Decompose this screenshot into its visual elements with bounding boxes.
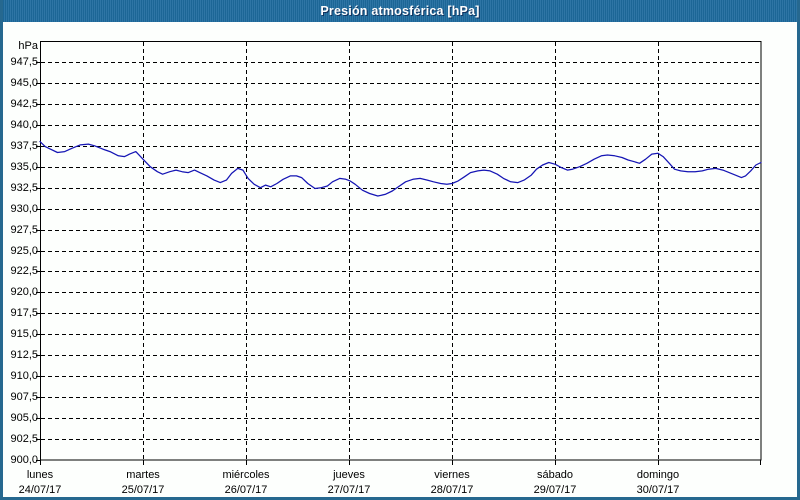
x-axis-day-label: jueves	[333, 469, 365, 481]
chart-title-bar: Presión atmosférica [hPa]	[3, 0, 797, 22]
y-axis-tick-label: 927,5	[10, 224, 38, 236]
y-axis-unit-label: hPa	[18, 40, 38, 52]
x-axis-day-label: sábado	[536, 469, 574, 481]
y-axis-tick-label: 930,0	[10, 203, 38, 215]
y-axis-tick-label: 935,0	[10, 161, 38, 173]
y-axis-tick-label: 902,5	[10, 433, 38, 445]
x-axis-date-label: 25/07/17	[121, 484, 165, 496]
pressure-line-chart	[36, 41, 762, 465]
x-axis-date-label: 26/07/17	[224, 484, 268, 496]
y-axis-tick-label: 922,5	[10, 265, 38, 277]
x-axis-date-label: 27/07/17	[327, 484, 371, 496]
chart-gridlines	[41, 42, 760, 459]
y-axis-tick-label: 917,5	[10, 307, 38, 319]
x-axis-date-label: 30/07/17	[636, 484, 680, 496]
y-axis-tick-label: 920,0	[10, 286, 38, 298]
y-axis-tick-label: 905,0	[10, 412, 38, 424]
y-axis-tick-label: 900,0	[10, 454, 38, 466]
x-axis-day-label: martes	[126, 469, 160, 481]
y-axis-tick-label: 940,0	[10, 119, 38, 131]
x-axis-date-label: 24/07/17	[18, 484, 62, 496]
y-axis-tick-label: 937,5	[10, 140, 38, 152]
y-axis-tick-label: 942,5	[10, 98, 38, 110]
y-axis-tick-label: 910,0	[10, 370, 38, 382]
plot-border	[40, 41, 762, 461]
y-axis-tick-label: 912,5	[10, 349, 38, 361]
y-axis-tick-label: 932,5	[10, 182, 38, 194]
y-axis-tick-label: 925,0	[10, 245, 38, 257]
pressure-series-line	[39, 140, 762, 197]
x-axis-date-label: 29/07/17	[533, 484, 577, 496]
y-axis-tick-label: 915,0	[10, 328, 38, 340]
y-axis-tick-label: 947,5	[10, 56, 38, 68]
x-axis-day-label: domingo	[636, 469, 680, 481]
axis-tick-marks	[36, 62, 761, 465]
y-axis-tick-label: 907,5	[10, 391, 38, 403]
x-axis-day-label: lunes	[26, 469, 54, 481]
x-axis-day-label: miércoles	[222, 469, 270, 481]
x-axis-day-label: viernes	[434, 469, 470, 481]
x-axis-date-label: 28/07/17	[430, 484, 474, 496]
y-axis-tick-label: 945,0	[10, 77, 38, 89]
